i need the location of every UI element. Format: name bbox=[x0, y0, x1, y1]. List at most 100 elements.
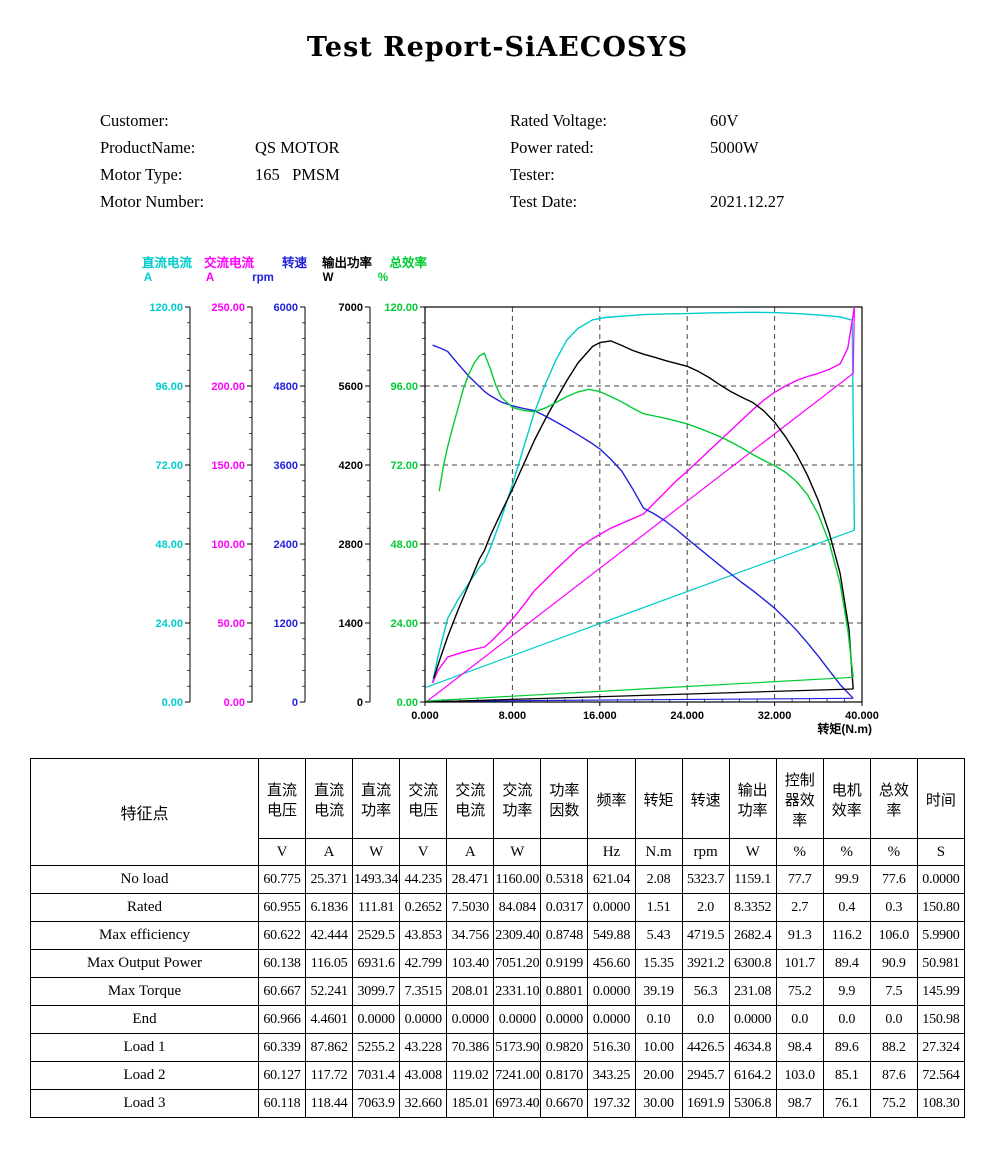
value-cell: 0.0317 bbox=[540, 893, 589, 922]
info-value-motor-number bbox=[255, 188, 510, 215]
info-label-test-date: Test Date: bbox=[510, 192, 578, 211]
info-value-product-name: QS MOTOR bbox=[255, 138, 340, 157]
value-cell: 1.51 bbox=[634, 893, 683, 922]
value-cell: 60.118 bbox=[257, 1089, 307, 1118]
column-header: 功率因数 bbox=[540, 758, 589, 839]
value-cell: 1691.9 bbox=[681, 1089, 730, 1118]
value-cell: 0.9199 bbox=[540, 949, 589, 978]
value-cell: 2529.5 bbox=[352, 921, 401, 950]
value-cell: 87.862 bbox=[305, 1033, 354, 1062]
column-header: 交流功率 bbox=[493, 758, 542, 839]
value-cell: 0.0 bbox=[869, 1005, 918, 1034]
value-cell: 0.3 bbox=[869, 893, 918, 922]
value-cell: 0.0000 bbox=[728, 1005, 777, 1034]
value-cell: 456.60 bbox=[587, 949, 636, 978]
y-axis-tick-label-dc_current: 96.00 bbox=[155, 381, 183, 393]
column-header: 电机效率 bbox=[822, 758, 871, 839]
value-cell: 117.72 bbox=[305, 1061, 354, 1090]
value-cell: 87.6 bbox=[869, 1061, 918, 1090]
unit-header: % bbox=[869, 838, 918, 866]
value-cell: 9.9 bbox=[822, 977, 871, 1006]
unit-header: % bbox=[775, 838, 824, 866]
value-cell: 0.8748 bbox=[540, 921, 589, 950]
value-cell: 0.0000 bbox=[540, 1005, 589, 1034]
value-cell: 0.2652 bbox=[399, 893, 448, 922]
series-dc_current-return-curve bbox=[425, 529, 855, 688]
unit-header: W bbox=[493, 838, 542, 866]
y-axis-tick-label-ac_current: 150.00 bbox=[211, 460, 245, 472]
y-axis-tick-label-efficiency: 24.00 bbox=[390, 618, 418, 630]
y-axis-tick-label-ac_current: 100.00 bbox=[211, 539, 245, 551]
info-value-tester bbox=[710, 161, 995, 188]
value-cell: 0.5318 bbox=[540, 865, 589, 894]
unit-header: W bbox=[728, 838, 777, 866]
value-cell: 85.1 bbox=[822, 1061, 871, 1090]
row-label: Max efficiency bbox=[30, 921, 259, 950]
y-axis-tick-label-efficiency: 120.00 bbox=[384, 302, 418, 314]
value-cell: 60.955 bbox=[257, 893, 307, 922]
column-header: 转矩 bbox=[634, 758, 683, 839]
info-label-motor-type: Motor Type: bbox=[100, 165, 183, 184]
value-cell: 56.3 bbox=[681, 977, 730, 1006]
y-axis-title-output_power: 输出功率 bbox=[322, 255, 373, 270]
value-cell: 116.2 bbox=[822, 921, 871, 950]
value-cell: 5.9900 bbox=[916, 921, 966, 950]
y-axis-tick-label-speed: 6000 bbox=[274, 302, 298, 314]
y-axis-tick-label-dc_current: 24.00 bbox=[155, 618, 183, 630]
value-cell: 516.30 bbox=[587, 1033, 636, 1062]
y-axis-unit-efficiency: % bbox=[378, 272, 388, 284]
value-cell: 0.0 bbox=[681, 1005, 730, 1034]
value-cell: 44.235 bbox=[399, 865, 448, 894]
value-cell: 15.35 bbox=[634, 949, 683, 978]
value-cell: 5173.90 bbox=[493, 1033, 542, 1062]
value-cell: 60.339 bbox=[257, 1033, 307, 1062]
table-row: Max efficiency 60.622 42.444 2529.5 43.853 34… bbox=[30, 921, 966, 950]
value-cell: 549.88 bbox=[587, 921, 636, 950]
value-cell: 43.228 bbox=[399, 1033, 448, 1062]
chart-section: 120.00 96.00 72.00 48.00 24.00 0.00 直流电流 A 250.0… bbox=[0, 249, 995, 754]
value-cell: 77.7 bbox=[775, 865, 824, 894]
column-header: 交流电流 bbox=[446, 758, 495, 839]
value-cell: 60.622 bbox=[257, 921, 307, 950]
column-header: 直流电流 bbox=[305, 758, 354, 839]
performance-chart: 120.00 96.00 72.00 48.00 24.00 0.00 直流电流 A 250.0… bbox=[142, 255, 879, 736]
y-axis-tick-label-speed: 3600 bbox=[274, 460, 298, 472]
row-label: No load bbox=[30, 865, 259, 894]
y-axis-tick-label-ac_current: 250.00 bbox=[211, 302, 245, 314]
value-cell: 32.660 bbox=[399, 1089, 448, 1118]
value-cell: 90.9 bbox=[869, 949, 918, 978]
value-cell: 0.0000 bbox=[587, 977, 636, 1006]
y-axis-tick-label-ac_current: 200.00 bbox=[211, 381, 245, 393]
value-cell: 60.138 bbox=[257, 949, 307, 978]
value-cell: 99.9 bbox=[822, 865, 871, 894]
column-header: 直流功率 bbox=[352, 758, 401, 839]
table-row: Max Torque 60.667 52.241 3099.7 7.3515 208.01… bbox=[30, 977, 966, 1006]
series-output_power-return-curve bbox=[426, 688, 854, 703]
value-cell: 7031.4 bbox=[352, 1061, 401, 1090]
table-row: Rated 60.955 6.1836 111.81 0.2652 7.5030 84.08… bbox=[30, 893, 966, 922]
table-row: Load 1 60.339 87.862 5255.2 43.228 70.386 5173… bbox=[30, 1033, 966, 1062]
value-cell: 145.99 bbox=[916, 977, 966, 1006]
value-cell: 5323.7 bbox=[681, 865, 730, 894]
table-row: Max Output Power 60.138 116.05 6931.6 42.799… bbox=[30, 949, 966, 978]
value-cell: 42.444 bbox=[305, 921, 354, 950]
value-cell: 60.775 bbox=[257, 865, 307, 894]
row-label: Max Output Power bbox=[30, 949, 259, 978]
value-cell: 6164.2 bbox=[728, 1061, 777, 1090]
table-row: Load 2 60.127 117.72 7031.4 43.008 119.02 7241… bbox=[30, 1061, 966, 1090]
column-header: 交流电压 bbox=[399, 758, 448, 839]
y-axis-title-efficiency: 总效率 bbox=[389, 255, 427, 270]
y-axis-tick-label-dc_current: 0.00 bbox=[162, 697, 183, 709]
y-axis-tick-label-efficiency: 48.00 bbox=[390, 539, 418, 551]
unit-header: A bbox=[446, 838, 495, 866]
info-label-power-rated: Power rated: bbox=[510, 138, 594, 157]
info-label-rated-voltage: Rated Voltage: bbox=[510, 111, 608, 130]
value-cell: 89.6 bbox=[822, 1033, 871, 1062]
y-axis-tick-label-ac_current: 0.00 bbox=[224, 697, 245, 709]
x-axis-tick-label: 16.000 bbox=[583, 710, 617, 722]
value-cell: 60.667 bbox=[257, 977, 307, 1006]
value-cell: 0.6670 bbox=[540, 1089, 589, 1118]
value-cell: 7051.20 bbox=[493, 949, 542, 978]
unit-header: A bbox=[305, 838, 354, 866]
value-cell: 89.4 bbox=[822, 949, 871, 978]
